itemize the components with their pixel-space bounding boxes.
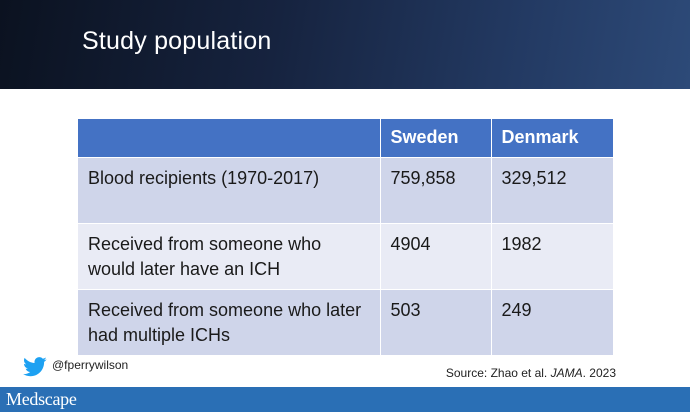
study-population-table: Sweden Denmark Blood recipients (1970-20… xyxy=(78,119,613,355)
denmark-value: 329,512 xyxy=(491,156,613,223)
twitter-handle: @fperrywilson xyxy=(52,358,129,372)
row-label: Blood recipients (1970-2017) xyxy=(78,156,381,223)
denmark-value: 249 xyxy=(491,288,613,355)
header-cell-denmark: Denmark xyxy=(491,119,613,157)
table-row: Blood recipients (1970-2017) 759,858 329… xyxy=(78,156,613,223)
medscape-logo: Medscape xyxy=(6,389,77,409)
row-label: Received from someone who would later ha… xyxy=(78,222,381,289)
row-label: Received from someone who later had mult… xyxy=(78,288,381,355)
source-citation: Source: Zhao et al. JAMA. 2023 xyxy=(446,366,616,380)
source-suffix: . 2023 xyxy=(582,366,616,380)
sweden-value: 759,858 xyxy=(380,156,492,223)
sweden-value: 503 xyxy=(380,288,492,355)
table-row: Received from someone who would later ha… xyxy=(78,222,613,289)
header-cell-sweden: Sweden xyxy=(380,119,492,157)
denmark-value: 1982 xyxy=(491,222,613,289)
table-row: Received from someone who later had mult… xyxy=(78,288,613,355)
twitter-bird-icon xyxy=(23,357,47,377)
table-header-row: Sweden Denmark xyxy=(78,119,613,157)
title-banner: Study population xyxy=(0,0,690,89)
sweden-value: 4904 xyxy=(380,222,492,289)
footer-bar: Medscape xyxy=(0,387,690,412)
header-cell-empty xyxy=(78,119,381,157)
source-prefix: Source: Zhao et al. xyxy=(445,366,551,380)
source-journal: JAMA xyxy=(550,366,583,380)
slide-title: Study population xyxy=(82,27,272,55)
